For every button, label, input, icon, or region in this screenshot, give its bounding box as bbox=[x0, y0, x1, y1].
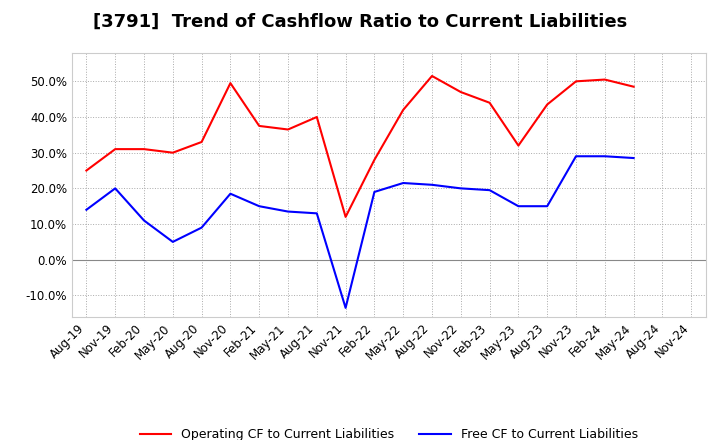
Operating CF to Current Liabilities bbox=[514, 143, 523, 148]
Free CF to Current Liabilities bbox=[600, 154, 609, 159]
Free CF to Current Liabilities bbox=[140, 218, 148, 223]
Free CF to Current Liabilities bbox=[399, 180, 408, 186]
Operating CF to Current Liabilities bbox=[341, 214, 350, 220]
Free CF to Current Liabilities bbox=[111, 186, 120, 191]
Free CF to Current Liabilities bbox=[255, 204, 264, 209]
Operating CF to Current Liabilities bbox=[572, 79, 580, 84]
Free CF to Current Liabilities bbox=[514, 204, 523, 209]
Free CF to Current Liabilities bbox=[485, 187, 494, 193]
Free CF to Current Liabilities bbox=[284, 209, 292, 214]
Operating CF to Current Liabilities bbox=[284, 127, 292, 132]
Free CF to Current Liabilities bbox=[543, 204, 552, 209]
Free CF to Current Liabilities bbox=[370, 189, 379, 194]
Operating CF to Current Liabilities bbox=[600, 77, 609, 82]
Operating CF to Current Liabilities bbox=[456, 89, 465, 95]
Operating CF to Current Liabilities bbox=[111, 147, 120, 152]
Operating CF to Current Liabilities bbox=[399, 107, 408, 113]
Operating CF to Current Liabilities bbox=[370, 157, 379, 162]
Free CF to Current Liabilities bbox=[226, 191, 235, 196]
Free CF to Current Liabilities bbox=[341, 305, 350, 311]
Operating CF to Current Liabilities bbox=[485, 100, 494, 106]
Legend: Operating CF to Current Liabilities, Free CF to Current Liabilities: Operating CF to Current Liabilities, Fre… bbox=[135, 423, 643, 440]
Operating CF to Current Liabilities bbox=[168, 150, 177, 155]
Operating CF to Current Liabilities bbox=[140, 147, 148, 152]
Free CF to Current Liabilities bbox=[572, 154, 580, 159]
Operating CF to Current Liabilities bbox=[312, 114, 321, 120]
Operating CF to Current Liabilities bbox=[543, 102, 552, 107]
Free CF to Current Liabilities bbox=[456, 186, 465, 191]
Free CF to Current Liabilities bbox=[168, 239, 177, 245]
Free CF to Current Liabilities bbox=[428, 182, 436, 187]
Free CF to Current Liabilities bbox=[197, 225, 206, 230]
Line: Operating CF to Current Liabilities: Operating CF to Current Liabilities bbox=[86, 76, 634, 217]
Operating CF to Current Liabilities bbox=[197, 139, 206, 145]
Operating CF to Current Liabilities bbox=[255, 123, 264, 128]
Free CF to Current Liabilities bbox=[312, 211, 321, 216]
Text: [3791]  Trend of Cashflow Ratio to Current Liabilities: [3791] Trend of Cashflow Ratio to Curren… bbox=[93, 13, 627, 31]
Operating CF to Current Liabilities bbox=[226, 81, 235, 86]
Free CF to Current Liabilities bbox=[82, 207, 91, 213]
Line: Free CF to Current Liabilities: Free CF to Current Liabilities bbox=[86, 156, 634, 308]
Operating CF to Current Liabilities bbox=[629, 84, 638, 89]
Operating CF to Current Liabilities bbox=[82, 168, 91, 173]
Operating CF to Current Liabilities bbox=[428, 73, 436, 79]
Free CF to Current Liabilities bbox=[629, 155, 638, 161]
